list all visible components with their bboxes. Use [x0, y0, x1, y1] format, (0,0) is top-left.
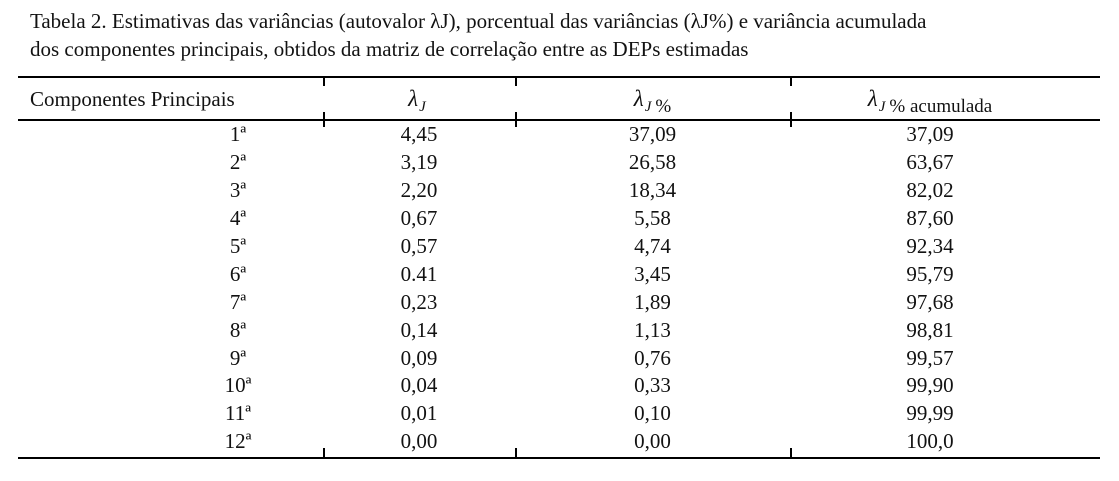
lambda-symbol: λ [633, 86, 644, 111]
variance-percent-cell: 37,09 [628, 122, 677, 147]
column-divider-tick [790, 448, 792, 458]
cumulative-percent-cell: 37,09 [906, 122, 954, 147]
table-body: 1ª 4,45 37,09 37,09 2ª 3,19 26,58 63,67 … [18, 121, 1100, 456]
lambda-subscript-j: J [644, 99, 652, 115]
cumulative-percent-cell: 99,90 [906, 373, 954, 398]
table-row: 4ª 0,67 5,58 87,60 [18, 205, 1100, 233]
column-header-lambda-j: λJ [323, 86, 515, 115]
component-ordinal-cell: 9ª [229, 345, 247, 370]
lambda-symbol: λ [408, 86, 419, 111]
column-header-lambda-j-percent-acumulada: λJ% acumulada [790, 86, 1070, 117]
eigenvalue-cell: 2,20 [400, 178, 438, 203]
component-ordinal-cell: 4ª [229, 206, 247, 231]
lambda-subscript-j: J [419, 99, 426, 115]
variance-percent-cell: 5,58 [634, 206, 671, 231]
header-suffix-percent: % [655, 96, 672, 117]
eigenvalue-cell: 0,00 [400, 429, 438, 454]
column-divider-tick [323, 448, 325, 458]
eigenvalue-cell: 3,19 [400, 150, 438, 175]
table-row: 12ª 0,00 0,00 100,0 [18, 428, 1100, 456]
cumulative-percent-cell: 100,0 [906, 429, 954, 454]
table-header-row: Componentes Principais λJ λJ% λJ% acumul… [18, 80, 1100, 118]
column-header-componentes-principais: Componentes Principais [30, 86, 235, 111]
cumulative-percent-cell: 99,57 [906, 345, 954, 370]
eigenvalue-cell: 0,67 [400, 206, 438, 231]
eigenvalue-cell: 4,45 [400, 122, 438, 147]
caption-line-1: Tabela 2. Estimativas das variâncias (au… [30, 9, 927, 33]
component-ordinal-cell: 2ª [229, 150, 247, 175]
eigenvalue-cell: 0,04 [400, 373, 438, 398]
table-row: 1ª 4,45 37,09 37,09 [18, 121, 1100, 149]
cumulative-percent-cell: 97,68 [906, 289, 954, 314]
column-divider-tick [790, 112, 792, 127]
header-suffix-percent-acumulada: % acumulada [889, 96, 993, 117]
component-ordinal-cell: 3ª [229, 178, 247, 203]
eigenvalue-cell: 0,01 [400, 401, 438, 426]
component-ordinal-cell: 8ª [229, 317, 247, 342]
variance-percent-cell: 1,89 [634, 289, 671, 314]
component-ordinal-cell: 10ª [224, 373, 252, 398]
eigenvalue-cell: 0,23 [400, 289, 438, 314]
cumulative-percent-cell: 99,99 [906, 401, 954, 426]
component-ordinal-cell: 5ª [229, 234, 247, 258]
table-caption: Tabela 2. Estimativas das variâncias (au… [30, 7, 1105, 63]
variance-percent-cell: 18,34 [628, 178, 677, 203]
variance-percent-cell: 0,76 [634, 345, 671, 370]
variance-percent-cell: 4,74 [634, 234, 671, 258]
column-divider-tick [790, 76, 792, 86]
lambda-symbol: λ [867, 86, 878, 111]
variance-percent-cell: 0,10 [634, 401, 671, 426]
column-divider-tick [323, 76, 325, 86]
column-divider-tick [515, 112, 517, 127]
eigenvalue-cell: 0,14 [400, 317, 438, 342]
variance-percent-cell: 0,00 [634, 429, 671, 454]
table-row: 3ª 2,20 18,34 82,02 [18, 177, 1100, 205]
table-row: 6ª 0.41 3,45 95,79 [18, 260, 1100, 288]
variance-percent-cell: 26,58 [628, 150, 677, 175]
table-header-rule [18, 119, 1100, 121]
cumulative-percent-cell: 92,34 [906, 234, 954, 258]
component-ordinal-cell: 1ª [229, 122, 247, 147]
table-row: 9ª 0,09 0,76 99,57 [18, 344, 1100, 372]
eigenvalue-cell: 0.41 [400, 261, 438, 286]
cumulative-percent-cell: 87,60 [906, 206, 954, 231]
cumulative-percent-cell: 98,81 [906, 317, 954, 342]
lambda-subscript-j: J [878, 99, 886, 115]
variance-percent-cell: 0,33 [634, 373, 671, 398]
variance-percent-cell: 1,13 [634, 317, 671, 342]
column-divider-tick [515, 448, 517, 458]
column-divider-tick [515, 76, 517, 86]
table-row: 5ª 0,57 4,74 92,34 [18, 233, 1100, 261]
table-bottom-rule [18, 457, 1100, 459]
component-ordinal-cell: 12ª [224, 429, 252, 454]
table-row: 2ª 3,19 26,58 63,67 [18, 149, 1100, 177]
cumulative-percent-cell: 63,67 [906, 150, 954, 175]
cumulative-percent-cell: 95,79 [906, 261, 954, 286]
cumulative-percent-cell: 82,02 [906, 178, 954, 203]
table-row: 8ª 0,14 1,13 98,81 [18, 316, 1100, 344]
component-ordinal-cell: 7ª [229, 289, 247, 314]
eigenvalue-cell: 0,09 [400, 345, 438, 370]
column-divider-tick [323, 112, 325, 127]
table-row: 10ª 0,04 0,33 99,90 [18, 372, 1100, 400]
column-header-lambda-j-percent: λJ% [515, 86, 790, 117]
table-row: 7ª 0,23 1,89 97,68 [18, 288, 1100, 316]
component-ordinal-cell: 11ª [224, 401, 251, 426]
eigenvalue-cell: 0,57 [400, 234, 438, 258]
table-top-rule [18, 76, 1100, 78]
table-row: 11ª 0,01 0,10 99,99 [18, 400, 1100, 428]
caption-line-2: dos componentes principais, obtidos da m… [30, 37, 749, 61]
component-ordinal-cell: 6ª [229, 261, 247, 286]
variance-percent-cell: 3,45 [634, 261, 671, 286]
